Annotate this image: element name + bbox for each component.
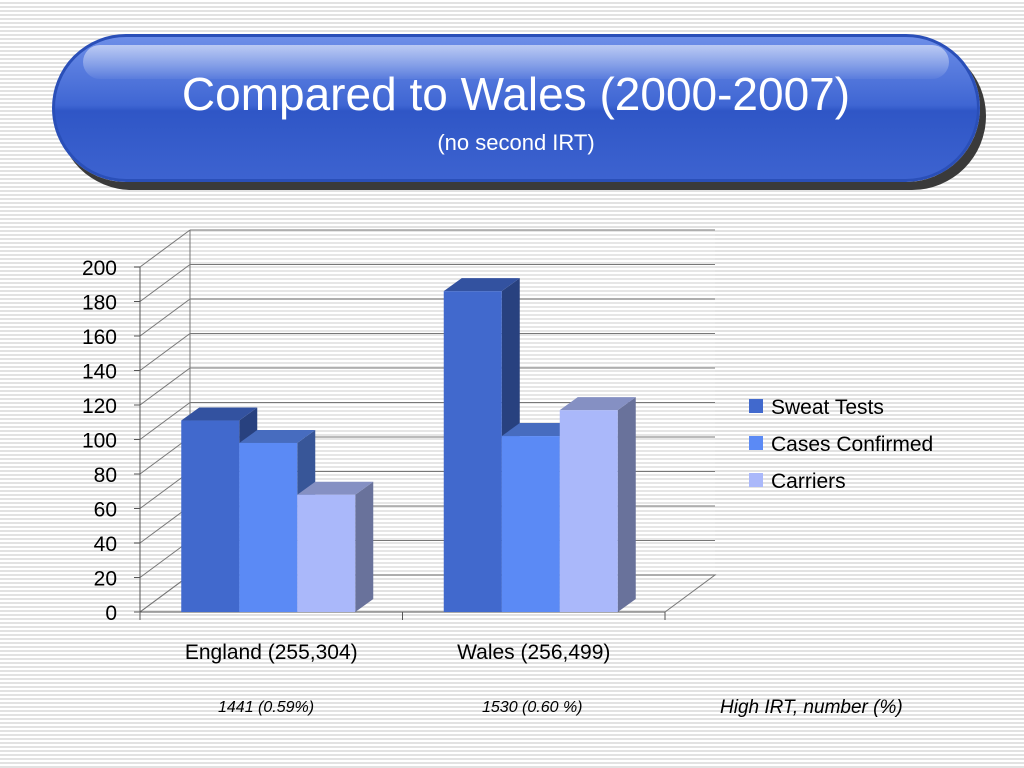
bar — [181, 420, 240, 612]
bar — [559, 410, 618, 612]
gridline-side — [139, 264, 191, 302]
x-category-label: England (255,304) — [185, 641, 358, 664]
legend-label: Sweat Tests — [771, 396, 884, 419]
bar — [501, 436, 560, 612]
gridline-side — [139, 229, 191, 268]
slide-subtitle: (no second IRT) — [437, 130, 595, 155]
gridline-side — [139, 402, 191, 440]
note-england: 1441 (0.59%) — [218, 699, 315, 716]
bar-side — [617, 397, 636, 612]
bar — [239, 442, 298, 612]
y-tick-label: 100 — [82, 430, 117, 453]
title-gloss — [83, 45, 949, 79]
legend-label: Cases Confirmed — [771, 433, 933, 456]
legend-swatch — [749, 399, 763, 413]
y-tick-label: 20 — [94, 568, 117, 591]
bar-top — [297, 481, 374, 495]
bar-top — [501, 423, 578, 437]
y-tick-label: 200 — [82, 257, 117, 280]
y-tick-label: 0 — [105, 602, 117, 625]
y-tick-label: 40 — [94, 533, 117, 556]
gridline-side — [139, 333, 191, 371]
y-tick-label: 120 — [82, 395, 117, 418]
bar — [297, 494, 356, 612]
legend-swatch — [749, 473, 763, 487]
y-tick-label: 80 — [94, 464, 117, 487]
bar-top — [443, 278, 520, 292]
y-tick-label: 180 — [82, 292, 117, 315]
legend-label: Carriers — [771, 470, 846, 493]
bar-top — [559, 397, 636, 411]
title-banner: Compared to Wales (2000-2007) (no second… — [52, 34, 980, 182]
note-label: High IRT, number (%) — [720, 697, 903, 718]
bar-top — [181, 407, 258, 421]
bar-top — [239, 429, 316, 443]
note-wales: 1530 (0.60 %) — [482, 699, 583, 716]
bar — [443, 291, 502, 612]
slide-title: Compared to Wales (2000-2007) — [181, 68, 851, 120]
x-category-label: Wales (256,499) — [457, 641, 610, 664]
gridline-side — [139, 298, 191, 337]
y-tick-label: 60 — [94, 499, 117, 522]
gridline-side — [139, 367, 191, 406]
y-tick-label: 140 — [82, 361, 117, 384]
y-tick-label: 160 — [82, 326, 117, 349]
bar-side — [355, 481, 374, 612]
legend-swatch — [749, 436, 763, 450]
